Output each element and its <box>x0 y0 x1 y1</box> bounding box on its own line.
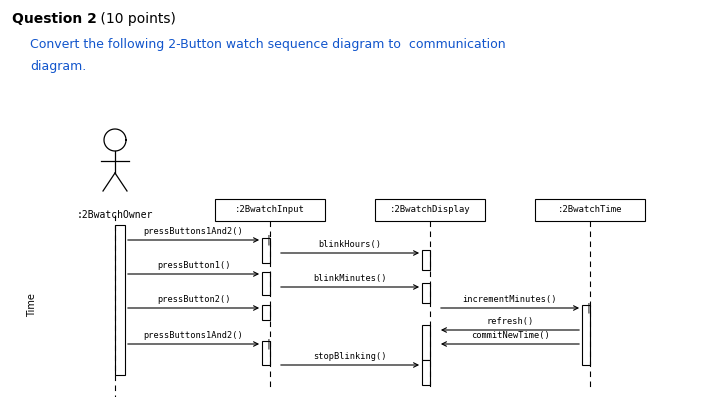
Bar <box>262 341 270 365</box>
Text: incrementMinutes(): incrementMinutes() <box>463 295 557 304</box>
Text: |: | <box>266 235 272 245</box>
Bar <box>262 272 270 295</box>
Text: blinkMinutes(): blinkMinutes() <box>313 274 387 283</box>
Bar <box>115 225 125 375</box>
Text: Convert the following 2-Button watch sequence diagram to  communication: Convert the following 2-Button watch seq… <box>30 38 506 51</box>
Text: blinkHours(): blinkHours() <box>319 240 382 249</box>
Text: pressButtons1And2(): pressButtons1And2() <box>144 331 244 340</box>
Bar <box>422 360 430 385</box>
Text: (10 points): (10 points) <box>96 12 176 26</box>
Text: pressButton2(): pressButton2() <box>156 295 230 304</box>
Bar <box>262 305 270 320</box>
Text: :2BwatchInput: :2BwatchInput <box>235 206 305 214</box>
Bar <box>582 305 590 365</box>
Bar <box>422 283 430 303</box>
Text: :2BwatchDisplay: :2BwatchDisplay <box>389 206 470 214</box>
Text: pressButtons1And2(): pressButtons1And2() <box>144 227 244 236</box>
Text: commitNewTime(): commitNewTime() <box>471 331 549 340</box>
Text: Time: Time <box>27 293 37 317</box>
Bar <box>262 238 270 263</box>
Text: :2BwatchOwner: :2BwatchOwner <box>76 210 153 220</box>
Text: diagram.: diagram. <box>30 60 86 73</box>
Bar <box>215 199 325 221</box>
Text: :2BwatchTime: :2BwatchTime <box>558 206 622 214</box>
Text: refresh(): refresh() <box>486 317 534 326</box>
Bar <box>422 325 430 360</box>
Bar <box>422 250 430 270</box>
Text: pressButton1(): pressButton1() <box>156 261 230 270</box>
Bar <box>375 199 485 221</box>
Text: |: | <box>586 303 592 313</box>
Bar <box>535 199 645 221</box>
Text: Question 2: Question 2 <box>12 12 97 26</box>
Text: |: | <box>266 339 272 349</box>
Text: stopBlinking(): stopBlinking() <box>313 352 387 361</box>
